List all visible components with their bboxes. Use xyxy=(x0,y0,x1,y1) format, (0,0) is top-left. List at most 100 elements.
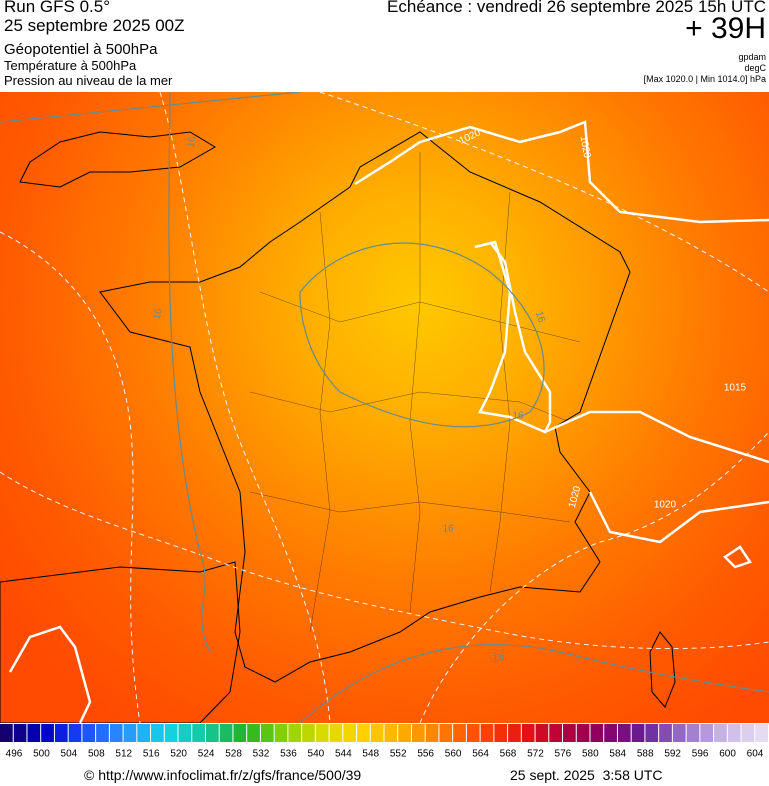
colorbar-swatch xyxy=(727,724,741,742)
timestamp: 25 sept. 2025 3:58 UTC xyxy=(510,767,663,783)
colorbar-swatch xyxy=(576,724,590,742)
colorbar-swatch xyxy=(233,724,247,742)
colorbar-label: 512 xyxy=(115,749,132,760)
colorbar-swatch xyxy=(329,724,343,742)
colorbar-label: 584 xyxy=(609,749,626,760)
colorbar-swatch xyxy=(192,724,205,742)
colorbar-swatch xyxy=(398,724,411,742)
colorbar-swatch xyxy=(714,724,727,742)
colorbar-label: 528 xyxy=(225,749,242,760)
source-url: © http://www.infoclimat.fr/z/gfs/france/… xyxy=(84,767,362,783)
colorbar-swatch xyxy=(315,724,329,742)
colorbar-swatch xyxy=(205,724,219,742)
colorbar-swatch xyxy=(466,724,480,742)
colorbar-swatch xyxy=(411,724,425,742)
colorbar-swatch xyxy=(384,724,398,742)
colorbar-swatch xyxy=(96,724,109,742)
colorbar-swatch xyxy=(274,724,288,742)
colorbar-swatch xyxy=(617,724,631,742)
unit: gpdam xyxy=(738,52,766,62)
colorbar-swatch xyxy=(82,724,96,742)
colorbar-swatch xyxy=(54,724,68,742)
colorbar-swatch xyxy=(27,724,41,742)
colorbar-swatch xyxy=(109,724,123,742)
colorbar-swatch xyxy=(370,724,384,742)
colorbar-swatch xyxy=(302,724,315,742)
colorbar: 496 500 504 508 512 516 520 524 528 532 536 540 544 5… xyxy=(0,724,768,760)
colorbar-swatch xyxy=(41,724,54,742)
colorbar-swatch xyxy=(288,724,302,742)
colorbar-swatch xyxy=(0,724,13,742)
colorbar-swatch xyxy=(178,724,192,742)
echeance: Echéance : vendredi 26 septembre 2025 15… xyxy=(387,0,766,16)
isobars xyxy=(8,120,769,723)
colorbar-swatch xyxy=(260,724,274,742)
field-name: Géopotentiel à 500hPa xyxy=(4,41,158,58)
run-date: 25 septembre 2025 00Z xyxy=(4,16,185,35)
colorbar-label: 552 xyxy=(390,749,407,760)
colorbar-label: 532 xyxy=(253,749,270,760)
colorbar-label: 604 xyxy=(747,749,764,760)
contour-label: 16 xyxy=(533,310,547,325)
colorbar-swatch xyxy=(535,724,549,742)
colorbar-swatch xyxy=(631,724,645,742)
colorbar-label: 496 xyxy=(6,749,23,760)
colorbar-label: 540 xyxy=(308,749,325,760)
colorbar-swatch xyxy=(164,724,178,742)
colorbar-label: 568 xyxy=(500,749,517,760)
colorbar-label: 580 xyxy=(582,749,599,760)
contour-label: 16 xyxy=(512,411,524,422)
colorbar-label: 500 xyxy=(33,749,50,760)
colorbar-swatch xyxy=(659,724,672,742)
colorbar-swatch xyxy=(219,724,233,742)
colorbar-swatch xyxy=(439,724,453,742)
colorbar-swatch xyxy=(700,724,714,742)
colorbar-label: 516 xyxy=(143,749,160,760)
colorbar-swatch xyxy=(13,724,27,742)
colorbar-label: 560 xyxy=(445,749,462,760)
colorbar-label: 592 xyxy=(664,749,681,760)
run-title: Run GFS 0.5° xyxy=(4,0,111,16)
contour-label: 16 xyxy=(492,653,504,664)
colorbar-swatch xyxy=(590,724,604,742)
contour-label: 16 xyxy=(152,307,165,320)
field-name: Température à 500hPa xyxy=(4,58,137,73)
contour-label: 1015 xyxy=(724,383,747,394)
colorbar-swatch xyxy=(357,724,370,742)
colorbar-swatch xyxy=(521,724,535,742)
colorbar-swatch xyxy=(686,724,700,742)
colorbar-label: 504 xyxy=(61,749,78,760)
colorbar-label: 572 xyxy=(527,749,544,760)
colorbar-swatch xyxy=(755,724,768,742)
colorbar-swatch xyxy=(494,724,508,742)
colorbar-label: 544 xyxy=(335,749,352,760)
lead-time: + 39H xyxy=(685,12,766,45)
field-name: Pression au niveau de la mer xyxy=(4,73,173,88)
colorbar-label: 520 xyxy=(170,749,187,760)
colorbar-label: 596 xyxy=(692,749,709,760)
colorbar-swatch xyxy=(123,724,137,742)
coastlines xyxy=(0,131,676,723)
colorbar-swatch xyxy=(549,724,563,742)
colorbar-swatch xyxy=(604,724,617,742)
colorbar-label: 576 xyxy=(555,749,572,760)
unit: degC xyxy=(744,63,766,73)
contour-label: 16 xyxy=(442,524,454,535)
colorbar-label: 548 xyxy=(362,749,379,760)
contour-label: 1020 xyxy=(654,500,677,511)
colorbar-swatch xyxy=(563,724,576,742)
colorbar-swatch xyxy=(480,724,494,742)
colorbar-label: 536 xyxy=(280,749,297,760)
field-shading xyxy=(0,92,769,723)
colorbar-swatch xyxy=(247,724,260,742)
unit: [Max 1020.0 | Min 1014.0] hPa xyxy=(643,74,766,84)
colorbar-swatch xyxy=(151,724,164,742)
colorbar-swatch xyxy=(741,724,755,742)
colorbar-label: 564 xyxy=(472,749,489,760)
colorbar-swatch xyxy=(453,724,466,742)
geopotential-lines xyxy=(0,92,769,723)
colorbar-label: 508 xyxy=(88,749,105,760)
colorbar-label: 556 xyxy=(417,749,434,760)
